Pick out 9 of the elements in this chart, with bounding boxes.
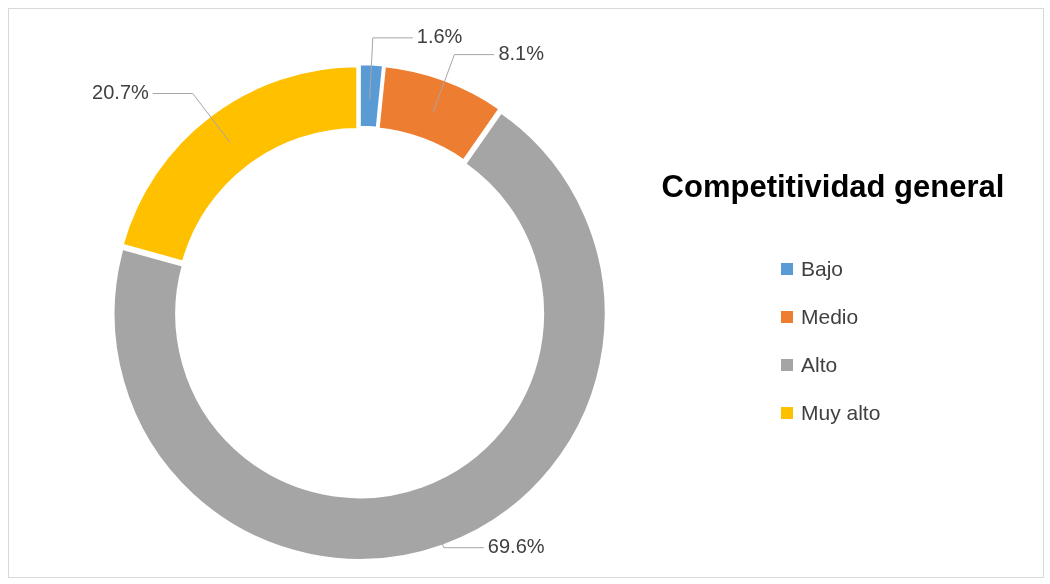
legend-label: Alto	[801, 353, 838, 377]
data-label: 69.6%	[487, 535, 545, 558]
legend-label: Bajo	[801, 257, 844, 281]
data-label: 8.1%	[498, 42, 545, 65]
legend-label: Muy alto	[801, 401, 881, 425]
data-label: 1.6%	[416, 25, 463, 48]
text: Competitividad general	[660, 169, 1006, 205]
data-label: 20.7%	[92, 81, 150, 104]
legend-label: Medio	[801, 305, 859, 329]
